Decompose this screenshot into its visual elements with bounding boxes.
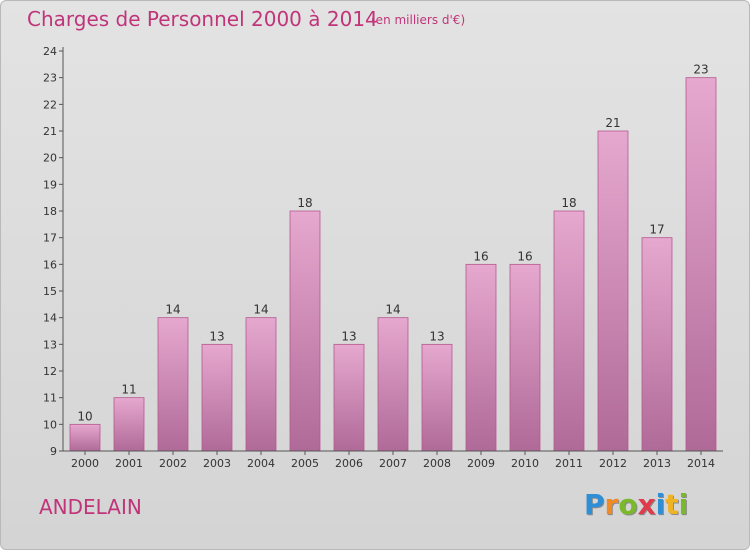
x-tick-label: 2002	[159, 457, 187, 470]
bar-value-label: 23	[693, 63, 708, 77]
y-tick-label: 18	[43, 205, 57, 218]
x-tick-label: 2011	[555, 457, 583, 470]
place-name: ANDELAIN	[39, 495, 142, 519]
y-tick-label: 16	[43, 258, 57, 271]
bar	[509, 263, 541, 452]
x-tick-label: 2012	[599, 457, 627, 470]
bar	[597, 130, 629, 452]
logo-letter: i	[678, 488, 689, 521]
bar-value-label: 10	[77, 409, 92, 423]
bar-value-label: 13	[209, 329, 224, 343]
bar	[421, 343, 453, 452]
y-axis: 9 10 11 12 13 14 15 16 17 18 19 20 21 22 23 24	[43, 45, 64, 458]
chart-title: Charges de Personnel 2000 à 2014	[27, 7, 378, 31]
bar-value-label: 14	[165, 303, 180, 317]
y-tick-label: 13	[43, 338, 57, 351]
y-tick-label: 19	[43, 178, 57, 191]
bar-value-label: 13	[341, 329, 356, 343]
bar-chart: 9 10 11 12 13 14 15 16 17 18 19 20 21 22 23 24 10 11 14 13…	[43, 45, 723, 470]
bar	[201, 343, 233, 452]
bar-value-label: 17	[649, 223, 664, 237]
y-tick-label: 24	[43, 45, 57, 58]
x-tick-label: 2001	[115, 457, 143, 470]
y-tick-label: 9	[50, 445, 57, 458]
bar	[641, 237, 673, 452]
x-tick-label: 2009	[467, 457, 495, 470]
bar-value-label: 21	[605, 116, 620, 130]
bar-value-label: 14	[385, 303, 400, 317]
y-tick-label: 14	[43, 312, 57, 325]
y-tick-label: 17	[43, 232, 57, 245]
bar	[113, 397, 145, 452]
y-tick-label: 10	[43, 418, 57, 431]
bar	[289, 210, 321, 452]
x-tick-label: 2010	[511, 457, 539, 470]
bar-value-label: 18	[561, 196, 576, 210]
x-tick-label: 2008	[423, 457, 451, 470]
logo-letter: x	[637, 488, 656, 521]
x-tick-label: 2013	[643, 457, 671, 470]
bar-value-label: 13	[429, 329, 444, 343]
proxiti-logo[interactable]: Proxiti	[584, 488, 688, 521]
y-tick-label: 15	[43, 285, 57, 298]
y-tick-label: 12	[43, 365, 57, 378]
bar	[245, 317, 277, 452]
bar	[553, 210, 585, 452]
bar	[465, 263, 497, 452]
y-tick-label: 23	[43, 72, 57, 85]
bar-value-label: 18	[297, 196, 312, 210]
y-tick-label: 22	[43, 98, 57, 111]
x-tick-label: 2007	[379, 457, 407, 470]
x-tick-label: 2004	[247, 457, 275, 470]
bar-value-label: 14	[253, 303, 268, 317]
bar	[333, 343, 365, 452]
bar	[69, 423, 101, 452]
x-axis: 2000 2001 2002 2003 2004 2005 2006 2007 2008 2009…	[63, 450, 723, 470]
x-tick-label: 2006	[335, 457, 363, 470]
y-tick-label: 20	[43, 152, 57, 165]
bar-value-label: 16	[517, 249, 532, 263]
logo-letter: t	[665, 488, 679, 521]
bar	[157, 317, 189, 452]
bar	[685, 77, 717, 452]
chart-subtitle: (en milliers d'€)	[371, 13, 466, 27]
bars: 10 11 14 13 14 18 13 14 13 16 16 18 21 17 23	[69, 63, 717, 452]
logo-letter: i	[655, 488, 666, 521]
y-tick-label: 21	[43, 125, 57, 138]
bar-value-label: 16	[473, 249, 488, 263]
bar	[377, 317, 409, 452]
y-tick-label: 11	[43, 392, 57, 405]
logo-letter: r	[604, 488, 619, 521]
x-tick-label: 2014	[687, 457, 715, 470]
x-tick-label: 2005	[291, 457, 319, 470]
logo-letter: P	[584, 488, 605, 521]
bar-value-label: 11	[121, 383, 136, 397]
x-tick-label: 2003	[203, 457, 231, 470]
x-tick-label: 2000	[71, 457, 99, 470]
logo-letter: o	[618, 488, 638, 521]
